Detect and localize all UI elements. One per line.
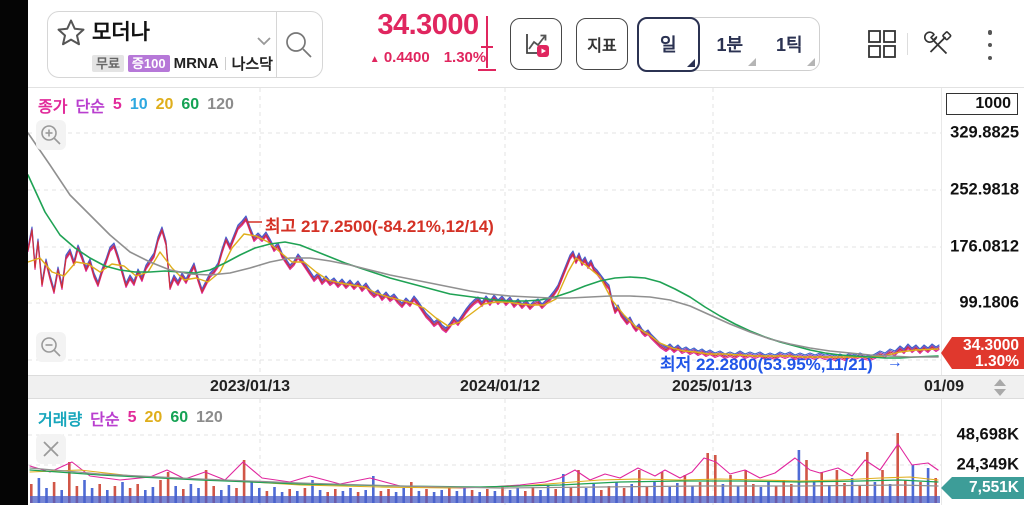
x-axis-label: 2024/01/12 xyxy=(459,378,541,395)
kebab-menu-icon[interactable] xyxy=(983,28,997,62)
legend-item: 120 xyxy=(207,96,234,113)
favorite-star-icon[interactable] xyxy=(56,17,86,49)
legend-item: 5 xyxy=(112,96,122,113)
current-volume-tag: 7,551K xyxy=(941,477,1024,499)
layout-grid-icon[interactable] xyxy=(868,30,896,58)
legend-item: 20 xyxy=(144,409,163,426)
corner-fold-icon xyxy=(747,58,756,66)
price-range-marker-icon xyxy=(478,16,496,71)
legend-item: 거래량 xyxy=(38,412,83,429)
spinner-up-icon[interactable] xyxy=(994,379,1006,386)
highest-price-annotation: 최고 217.2500(-84.21%,12/14) xyxy=(265,217,494,236)
y-axis-label: 24,349K xyxy=(956,455,1019,474)
y-axis-label: 176.0812 xyxy=(950,237,1019,256)
divider xyxy=(907,33,908,55)
time-axis[interactable]: 2023/01/13 2024/01/12 2025/01/13 01/09 xyxy=(0,375,1024,399)
legend-item: 10 xyxy=(129,96,148,113)
ticker-symbol: MRNA xyxy=(173,55,219,72)
stock-name: 모더나 xyxy=(92,21,150,44)
indicator-button[interactable]: 지표 xyxy=(576,18,628,70)
y-axis-label: 329.8825 xyxy=(950,123,1019,142)
letterbox-strip xyxy=(0,0,28,505)
zoom-out-button[interactable] xyxy=(36,332,66,362)
corner-fold-icon xyxy=(807,58,815,66)
price-block: 34.3000 ▲ 0.4400 1.30% xyxy=(353,8,503,78)
legend-item: 60 xyxy=(170,409,189,426)
close-volume-pane-button[interactable] xyxy=(36,434,66,464)
free-badge: 무료 xyxy=(92,55,124,72)
tab-daily[interactable]: 일 xyxy=(636,16,700,72)
x-axis-label: 2025/01/13 xyxy=(671,378,753,395)
tab-1tick[interactable]: 1틱 xyxy=(760,18,820,70)
lowest-price-annotation: 최저 22.2800(53.95%,11/21) → xyxy=(660,353,903,375)
tab-1min[interactable]: 1분 xyxy=(700,18,760,70)
current-price-tag: 34.3000 1.30% xyxy=(941,337,1024,369)
price-legend[interactable]: 종가 단순 5 10 20 60 120 xyxy=(38,93,234,117)
plot-right-border-volume xyxy=(941,399,942,505)
legend-item: 20 xyxy=(155,96,174,113)
change-percent: 1.30% xyxy=(443,49,487,66)
legend-item: 120 xyxy=(196,409,223,426)
y-axis-label: 99.1806 xyxy=(959,293,1019,312)
line-chart-icon xyxy=(526,34,549,57)
stock-meta-row: 무료 증100 MRNA 나스닥 xyxy=(92,54,273,73)
current-price: 34.3000 xyxy=(377,9,479,41)
scale-value-box[interactable]: 1000 xyxy=(946,93,1018,115)
timeframe-group: 일 1분 1틱 xyxy=(636,16,820,72)
x-axis-label: 01/09 xyxy=(923,378,965,395)
change-value: 0.4400 xyxy=(383,49,430,66)
y-axis-label: 252.9818 xyxy=(950,180,1019,199)
chart-type-button[interactable] xyxy=(510,18,562,70)
legend-item: 종가 xyxy=(38,99,68,116)
search-icon[interactable] xyxy=(282,28,316,62)
spinner-down-icon[interactable] xyxy=(994,389,1006,396)
margin-badge: 증100 xyxy=(127,55,170,72)
exchange-name: 나스닥 xyxy=(231,56,273,73)
x-axis-label: 2023/01/13 xyxy=(209,378,291,395)
legend-item: 단순 xyxy=(75,99,105,116)
zoom-in-button[interactable] xyxy=(36,120,66,150)
corner-fold-icon xyxy=(687,58,695,67)
price-change: ▲ 0.4400 1.30% xyxy=(353,49,503,66)
header-toolbar: 모더나 무료 증100 MRNA 나스닥 34.3000 ▲ 0.4400 xyxy=(28,0,1024,88)
divider xyxy=(224,57,226,70)
right-arrow-icon: → xyxy=(886,353,903,371)
divider xyxy=(275,12,277,77)
volume-legend[interactable]: 거래량 단순 5 20 60 120 xyxy=(38,406,223,430)
legend-item: 60 xyxy=(181,96,200,113)
tools-icon[interactable] xyxy=(921,28,953,60)
legend-item: 5 xyxy=(127,409,137,426)
chevron-down-icon[interactable] xyxy=(256,36,272,46)
plot-right-border xyxy=(941,88,942,375)
up-arrow-icon: ▲ xyxy=(369,54,380,65)
legend-item: 단순 xyxy=(90,412,120,429)
y-axis-label: 48,698K xyxy=(956,425,1019,444)
axis-spinner[interactable] xyxy=(994,379,1008,397)
stock-selector[interactable]: 모더나 무료 증100 MRNA 나스닥 xyxy=(47,11,323,78)
